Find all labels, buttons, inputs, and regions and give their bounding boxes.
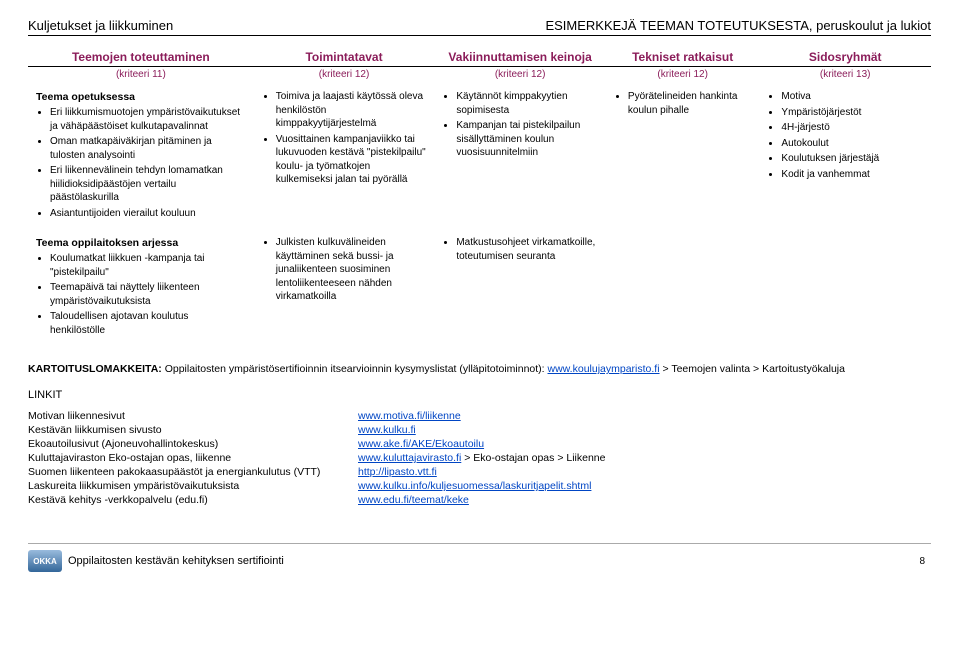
list-item: Vuosittainen kampanjaviikko tai lukuvuod… <box>276 133 427 187</box>
link-row: Kuluttajaviraston Eko-ostajan opas, liik… <box>28 451 605 465</box>
link-row: Motivan liikennesivutwww.motiva.fi/liike… <box>28 409 605 423</box>
list-item: Ympäristöjärjestöt <box>781 106 923 120</box>
title-bar: Kuljetukset ja liikkuminen ESIMERKKEJÄ T… <box>28 18 931 36</box>
col-crit: (kriteeri 11) <box>28 67 254 87</box>
list-item: Motiva <box>781 90 923 104</box>
cell-list: Käytännöt kimppakyytien sopimisesta Kamp… <box>442 90 598 160</box>
list-item: Kampanjan tai pistekilpailun sisällyttäm… <box>456 119 598 160</box>
list-item: Julkisten kulkuvälineiden käyttäminen se… <box>276 236 427 304</box>
list-item: Matkustusohjeet virkamatkoille, toteutum… <box>456 236 598 263</box>
cell-list: Julkisten kulkuvälineiden käyttäminen se… <box>262 236 427 304</box>
list-item: Pyörätelineiden hankinta koulun pihalle <box>628 90 752 117</box>
link-row: Kestävän liikkumisen sivustowww.kulku.fi <box>28 423 605 437</box>
kartoitus-line: KARTOITUSLOMAKKEITA: Oppilaitosten ympär… <box>28 363 931 375</box>
footer-left: OKKA Oppilaitosten kestävän kehityksen s… <box>28 550 284 572</box>
list-item: Käytännöt kimppakyytien sopimisesta <box>456 90 598 117</box>
list-item: Toimiva ja laajasti käytössä oleva henki… <box>276 90 427 131</box>
col-crit: (kriteeri 12) <box>434 67 606 87</box>
link-url[interactable]: www.kuluttajavirasto.fi <box>358 452 461 464</box>
col-head: Sidosryhmät <box>759 46 931 67</box>
col-head: Toimintatavat <box>254 46 435 67</box>
footer-title: Oppilaitosten kestävän kehityksen sertif… <box>68 555 284 567</box>
kartoitus-tail: > Teemojen valinta > Kartoitustyökaluja <box>660 363 845 375</box>
list-item: Teemapäivä tai näyttely liikenteen ympär… <box>50 281 246 308</box>
link-url[interactable]: www.ake.fi/AKE/Ekoautoilu <box>358 438 484 450</box>
list-item: Autokoulut <box>781 137 923 151</box>
links-table: Motivan liikennesivutwww.motiva.fi/liike… <box>28 409 605 507</box>
link-name: Laskureita liikkumisen ympäristövaikutuk… <box>28 479 358 493</box>
cell-list: Koulumatkat liikkuen -kampanja tai "pist… <box>36 252 246 337</box>
col-crit: (kriteeri 13) <box>759 67 931 87</box>
link-name: Kestävän liikkumisen sivusto <box>28 423 358 437</box>
link-url[interactable]: http://lipasto.vtt.fi <box>358 466 437 478</box>
link-name: Suomen liikenteen pakokaasupäästöt ja en… <box>28 465 358 479</box>
link-url[interactable]: www.motiva.fi/liikenne <box>358 410 461 422</box>
matrix-criteria-row: (kriteeri 11) (kriteeri 12) (kriteeri 12… <box>28 67 931 87</box>
link-tail: > Eko-ostajan opas > Liikenne <box>461 452 605 464</box>
links-heading: LINKIT <box>28 389 931 401</box>
cell-list: Pyörätelineiden hankinta koulun pihalle <box>614 90 752 117</box>
list-item: Kodit ja vanhemmat <box>781 168 923 182</box>
link-row: Laskureita liikkumisen ympäristövaikutuk… <box>28 479 605 493</box>
cell-list: Toimiva ja laajasti käytössä oleva henki… <box>262 90 427 187</box>
link-url[interactable]: www.kulku.info/kuljesuomessa/laskuritjap… <box>358 480 591 492</box>
cell-list: Eri liikkumismuotojen ympäristövaikutuks… <box>36 106 246 220</box>
list-item: Eri liikkumismuotojen ympäristövaikutuks… <box>50 106 246 133</box>
page-footer: OKKA Oppilaitosten kestävän kehityksen s… <box>28 543 931 572</box>
kartoitus-link[interactable]: www.koulujaymparisto.fi <box>548 363 660 375</box>
link-name: Motivan liikennesivut <box>28 409 358 423</box>
title-left: Kuljetukset ja liikkuminen <box>28 18 173 33</box>
col-head: Tekniset ratkaisut <box>606 46 760 67</box>
list-item: Oman matkapäiväkirjan pitäminen ja tulos… <box>50 135 246 162</box>
kartoitus-label: KARTOITUSLOMAKKEITA: <box>28 363 162 375</box>
matrix-header-row: Teemojen toteuttaminen Toimintatavat Vak… <box>28 46 931 67</box>
list-item: Asiantuntijoiden vierailut kouluun <box>50 207 246 221</box>
col-crit: (kriteeri 12) <box>254 67 435 87</box>
cell-list: Matkustusohjeet virkamatkoille, toteutum… <box>442 236 598 263</box>
title-right: ESIMERKKEJÄ TEEMAN TOTEUTUKSESTA, perusk… <box>545 18 931 33</box>
link-url[interactable]: www.edu.fi/teemat/keke <box>358 494 469 506</box>
matrix-row-teaching: Teema opetuksessa Eri liikkumismuotojen … <box>28 86 931 232</box>
col-head: Teemojen toteuttaminen <box>28 46 254 67</box>
kartoitus-text: Oppilaitosten ympäristösertifioinnin its… <box>162 363 548 375</box>
theme-matrix: Teemojen toteuttaminen Toimintatavat Vak… <box>28 46 931 349</box>
page-number: 8 <box>919 556 931 567</box>
link-row: Ekoautoilusivut (Ajoneuvohallintokeskus)… <box>28 437 605 451</box>
matrix-row-daily: Teema oppilaitoksen arjessa Koulumatkat … <box>28 232 931 349</box>
link-row: Kestävä kehitys -verkkopalvelu (edu.fi)w… <box>28 493 605 507</box>
cell-list: Motiva Ympäristöjärjestöt 4H-järjestö Au… <box>767 90 923 181</box>
row-heading: Teema oppilaitoksen arjessa <box>36 236 246 250</box>
list-item: Koulutuksen järjestäjä <box>781 152 923 166</box>
link-row: Suomen liikenteen pakokaasupäästöt ja en… <box>28 465 605 479</box>
col-head: Vakiinnuttamisen keinoja <box>434 46 606 67</box>
row-heading: Teema opetuksessa <box>36 90 246 104</box>
link-name: Kuluttajaviraston Eko-ostajan opas, liik… <box>28 451 358 465</box>
list-item: Koulumatkat liikkuen -kampanja tai "pist… <box>50 252 246 279</box>
list-item: 4H-järjestö <box>781 121 923 135</box>
okka-logo-icon: OKKA <box>28 550 62 572</box>
link-url[interactable]: www.kulku.fi <box>358 424 416 436</box>
link-name: Kestävä kehitys -verkkopalvelu (edu.fi) <box>28 493 358 507</box>
link-name: Ekoautoilusivut (Ajoneuvohallintokeskus) <box>28 437 358 451</box>
list-item: Eri liikennevälinein tehdyn lomamatkan h… <box>50 164 246 205</box>
col-crit: (kriteeri 12) <box>606 67 760 87</box>
list-item: Taloudellisen ajotavan koulutus henkilös… <box>50 310 246 337</box>
